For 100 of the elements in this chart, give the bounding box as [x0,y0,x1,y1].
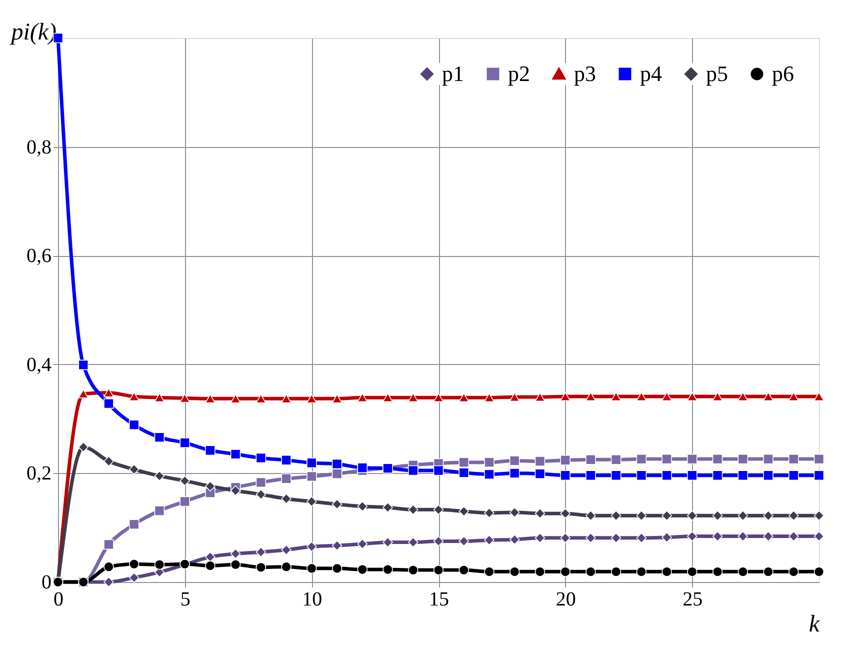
legend-label: p3 [574,61,596,86]
point [712,392,723,402]
point [382,537,393,548]
point [154,470,165,482]
point [687,392,698,402]
legend-label: p5 [706,61,728,86]
point [382,502,393,513]
point [662,454,672,464]
point [763,470,774,481]
point [586,454,596,465]
point [814,531,824,542]
point [712,510,723,521]
point [408,564,418,576]
point [509,507,520,518]
point [458,506,470,516]
point [610,510,622,521]
point [332,468,342,479]
point [560,566,570,577]
point [610,454,622,465]
point [154,559,165,570]
point [128,558,140,570]
y-tick-label: 0 [42,572,52,594]
point [332,394,342,404]
y-axis-title: pi(k) [9,20,56,46]
point [509,392,520,402]
point [534,468,546,479]
point [458,536,470,546]
point [78,360,89,370]
point [814,566,824,577]
point [636,392,647,402]
point [104,562,114,572]
point [814,510,824,521]
point [281,544,292,556]
point [636,470,647,481]
point [205,552,216,562]
point [484,469,494,480]
point [433,536,444,546]
point [230,394,241,404]
point [128,464,140,475]
point [357,501,368,512]
point [763,531,774,542]
point [357,393,368,402]
point [382,564,393,575]
point [408,393,418,402]
point [788,470,799,481]
x-tick-label: 15 [429,588,449,610]
point [662,532,672,543]
point [154,506,165,516]
point [104,576,114,588]
legend-label: p1 [442,61,464,86]
legend-label: p4 [640,61,662,86]
point [814,392,824,402]
point [281,494,292,504]
point [458,468,470,478]
point [281,562,292,572]
point [712,470,723,481]
point [458,564,470,576]
point [408,465,418,476]
point [763,392,774,402]
point [610,392,622,402]
point [534,532,546,544]
y-tick-label: 0,8 [26,136,52,158]
point [687,531,698,542]
point [230,449,241,460]
point [306,496,317,507]
point [788,454,799,464]
point [738,470,748,481]
point [154,432,165,442]
y-tick-label: 0,2 [26,462,52,485]
point [636,454,647,464]
point [256,562,266,572]
point [281,473,292,484]
point [205,445,216,456]
point [788,510,799,521]
point [104,388,114,398]
point [534,392,546,402]
point [509,456,520,466]
point [484,393,494,402]
point [104,398,114,409]
point [610,532,622,544]
point [256,394,266,404]
legend-label: p6 [772,61,794,86]
point [154,393,165,402]
point [662,470,672,481]
point [662,510,672,521]
point [332,458,342,470]
point [586,510,596,521]
point [357,564,368,575]
point [332,499,342,510]
point [458,457,470,468]
x-tick-label: 25 [682,588,703,610]
point [128,420,140,430]
point [205,481,216,492]
point [306,541,317,552]
x-tick-label: 20 [556,588,576,610]
point [687,566,698,577]
point [534,508,546,519]
point [256,546,266,558]
point [610,566,622,577]
point [560,532,570,544]
